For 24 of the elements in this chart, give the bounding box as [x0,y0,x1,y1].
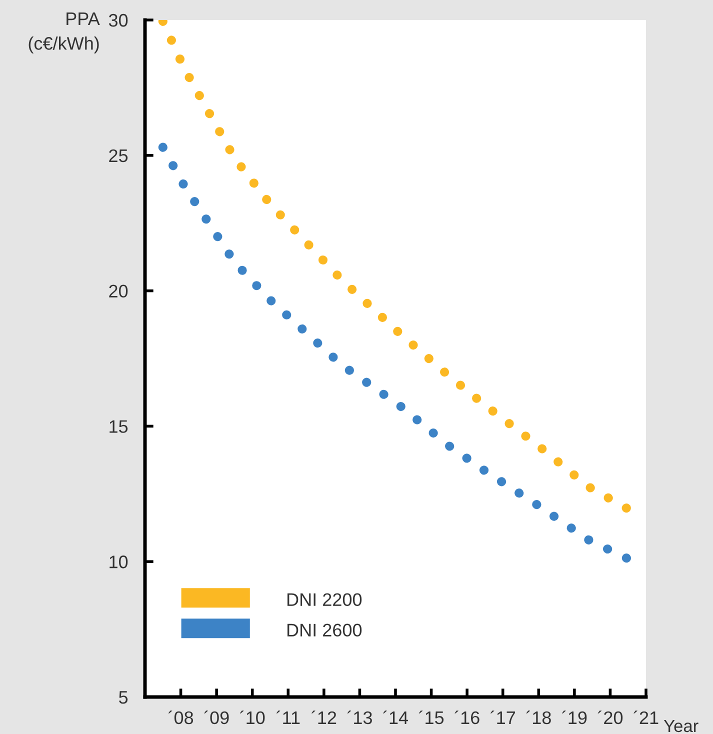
x-tick-label: ´12 [312,710,336,724]
x-tick-label: ´15 [418,710,444,724]
y-tick-label: 15 [110,420,128,433]
x-tick-label: ´10 [240,710,265,724]
x-tick-label: ´18 [526,710,551,724]
legend-label: DNI 2600 [287,624,362,637]
y-tick-label: 20 [109,284,128,298]
y-tick-label: 30 [108,14,128,27]
x-tick-label: ´08 [168,710,194,724]
x-tick-label: ´20 [598,710,623,724]
x-tick-label: ´11 [276,710,300,724]
x-tick-label: ´16 [454,710,480,724]
x-tick-label: ´19 [562,710,587,724]
x-tick-label: ´13 [347,710,372,724]
x-tick-label: ´09 [204,710,229,724]
x-tick-label: ´17 [490,710,515,724]
y-tick-label: 10 [110,556,128,568]
legend-label: DNI 2200 [287,593,362,606]
x-axis-title: Year [664,720,698,732]
y-tick-label: 25 [109,149,128,162]
x-tick-label: ´21 [634,710,658,724]
y-tick-label: 5 [119,691,128,704]
y-axis-title: PPA (c€/kWh) [28,12,100,54]
x-tick-label: ´14 [383,710,408,724]
